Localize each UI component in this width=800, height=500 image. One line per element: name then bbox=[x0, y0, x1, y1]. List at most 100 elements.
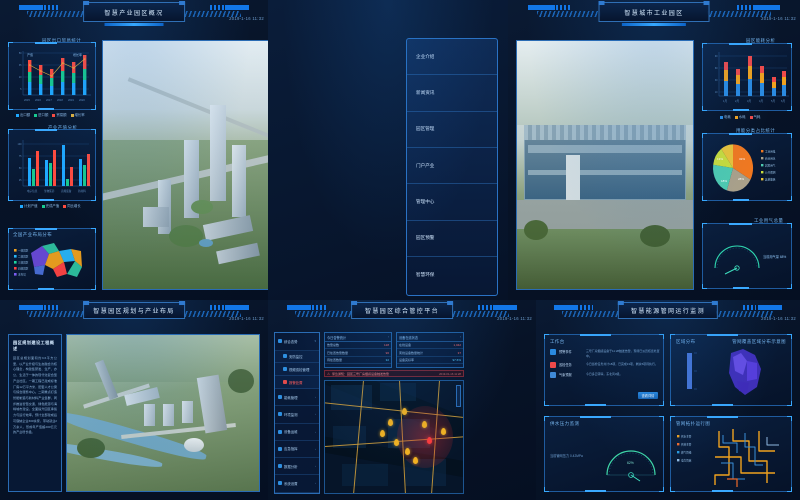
warning-icon: ⚠ bbox=[327, 371, 331, 376]
map-pin[interactable] bbox=[394, 439, 399, 447]
tree-item-6[interactable]: 设备运维 › bbox=[275, 424, 319, 441]
menu-label: 园区预警 bbox=[416, 235, 435, 241]
tree-item-1[interactable]: 安防监控 bbox=[275, 350, 319, 364]
header-underbar bbox=[621, 23, 687, 26]
s5-situation-map[interactable] bbox=[324, 380, 464, 494]
header-dash-right bbox=[182, 11, 242, 17]
table-row[interactable]: 告警总数 128 bbox=[325, 342, 391, 350]
tree-item-9[interactable]: 系统设置 › bbox=[275, 475, 319, 493]
tree-item-8[interactable]: 数据分析 › bbox=[275, 458, 319, 476]
screen-park-planning: 智慧园区规划与产业布局 2019-1-16 11:32 园区规划建设工程概述 园… bbox=[0, 300, 268, 500]
menu-item-0[interactable]: 企业介绍 bbox=[407, 39, 497, 76]
menu-item-3[interactable]: 门户产业 bbox=[407, 148, 497, 185]
header-hatch-right bbox=[737, 5, 752, 10]
tree-item-7[interactable]: 应急指挥 › bbox=[275, 441, 319, 459]
screen6-header: 智慧能源管网运行监测 2019-1-16 11:32 bbox=[536, 300, 800, 326]
video-icon bbox=[283, 367, 287, 372]
s1-aerial-photo bbox=[102, 40, 268, 290]
map-toolbar[interactable] bbox=[456, 385, 461, 407]
svg-text:二级园区: 二级园区 bbox=[18, 255, 29, 259]
legend-item: 增长率 bbox=[70, 112, 85, 117]
screen3-header: 智慧城市工业园区 2019-1-16 11:32 bbox=[508, 0, 800, 30]
s6-detail-button[interactable]: 查看详情 bbox=[638, 392, 658, 399]
svg-text:13%: 13% bbox=[717, 157, 723, 161]
table-row[interactable]: 待处置数量 32 bbox=[325, 357, 391, 365]
header-slab-left bbox=[286, 305, 311, 310]
more-icon[interactable]: › bbox=[387, 334, 389, 339]
map-pin[interactable] bbox=[413, 457, 419, 465]
table-row[interactable]: 已处置告警数量 96 bbox=[325, 349, 391, 357]
svg-text:增长率: 增长率 bbox=[73, 52, 82, 57]
header-slab-right bbox=[757, 305, 782, 310]
tree-item-4[interactable]: 能耗管理 › bbox=[275, 389, 319, 407]
screen1-title: 智慧产业园区概况 bbox=[104, 10, 164, 17]
svg-text:2016: 2016 bbox=[35, 98, 41, 102]
legend-item: 气耗 bbox=[749, 114, 760, 119]
header-slab-left bbox=[554, 305, 579, 310]
s2-nav-menu[interactable]: 企业介绍 新闻资讯 园区管理 门户产业 管理中心 园区预警 智慧环保 bbox=[406, 38, 498, 296]
s5-tree-menu[interactable]: 综合态势 ▾ 安防监控 视频巡检管理 报警处置 能耗管理 › 环境监测 › 设备… bbox=[274, 332, 320, 494]
ticker-time: 2019-01-16 11:28 bbox=[439, 371, 461, 376]
header-slab-left bbox=[18, 305, 43, 310]
header-hatch-left bbox=[556, 5, 571, 10]
chevron-right-icon: › bbox=[315, 429, 316, 434]
s6-notice-panel: 工作台 预警事件 三号厂房烟感设备于11:28触发告警，现场已派员核查处置中。 … bbox=[544, 334, 664, 406]
menu-item-4[interactable]: 管理中心 bbox=[407, 184, 497, 221]
svg-text:居民用气: 居民用气 bbox=[765, 163, 776, 167]
more-icon[interactable]: › bbox=[459, 334, 461, 339]
screen5-title: 智慧园区综合管控平台 bbox=[364, 309, 440, 315]
s4-description-panel: 园区规划建设工程概述 园区总规划面积约3.6平方公里，以产业升级与生态融合为核心… bbox=[8, 334, 62, 492]
tree-item-3[interactable]: 报警处置 bbox=[275, 376, 319, 389]
tree-item-0[interactable]: 综合态势 ▾ bbox=[275, 333, 319, 351]
screen-pipeline-monitor: 智慧能源管网运行监测 2019-1-16 11:32 工作台 预警事件 三号厂房… bbox=[536, 300, 800, 500]
s1-region-map-panel: 全国产业布局分布 一级园区 二级园区 三级园区 四级园区 未布局 bbox=[8, 228, 96, 290]
s5-alert-ticker[interactable]: ⚠ 紧急通知：园区三号厂房烟感设备触发告警 2019-01-16 11:28 bbox=[324, 370, 464, 377]
menu-item-6[interactable]: 智慧环保 bbox=[407, 257, 497, 293]
tree-item-2[interactable]: 视频巡检管理 bbox=[275, 363, 319, 377]
svg-text:2017: 2017 bbox=[46, 98, 52, 102]
header-hatch-left bbox=[579, 305, 593, 310]
screen5-title-plate: 智慧园区综合管控平台 bbox=[351, 301, 453, 319]
s6-notice-title: 工作台 bbox=[550, 339, 565, 344]
s1-bar-top-title: 园区出口贸易统计 bbox=[42, 38, 82, 43]
map-pin[interactable] bbox=[388, 419, 394, 427]
table-row[interactable]: 在线设备 1,042 bbox=[397, 342, 463, 350]
shield-icon bbox=[278, 446, 282, 451]
notice-row[interactable]: 巡检任务 今日巡检任务共计18项，已完成13项，剩余5项待执行。 bbox=[550, 362, 662, 369]
table-row[interactable]: 设备完好率 97.6% bbox=[397, 357, 463, 365]
chevron-right-icon: › bbox=[315, 446, 316, 451]
notice-row[interactable]: 气象预报 今日多云转晴，东北风3级。 bbox=[550, 372, 662, 379]
legend-item: 同比增长 bbox=[63, 203, 81, 208]
svg-text:25: 25 bbox=[19, 179, 22, 182]
menu-item-2[interactable]: 园区管理 bbox=[407, 112, 497, 149]
map-pin[interactable] bbox=[405, 448, 411, 456]
notice-row[interactable]: 预警事件 三号厂房烟感设备于11:28触发告警，现场已派员核查处置中。 bbox=[550, 349, 662, 358]
header-hatch-right bbox=[743, 305, 757, 310]
svg-text:100: 100 bbox=[18, 143, 23, 146]
map-pin-alert[interactable] bbox=[427, 437, 433, 444]
map-pin[interactable] bbox=[421, 421, 427, 429]
menu-item-1[interactable]: 新闻资讯 bbox=[407, 75, 497, 112]
header-underbar bbox=[104, 23, 164, 26]
map-pin[interactable] bbox=[440, 428, 446, 436]
screen1-header: 智慧产业园区概况 2019-1-16 11:32 bbox=[0, 0, 268, 30]
s6-gauge-value: 62% bbox=[627, 461, 634, 465]
s4-description-body: 园区总规划面积约3.6平方公里，以产业升级与生态融合为核心理念，构建集研发、生产… bbox=[13, 356, 58, 435]
screen5-header: 智慧园区综合管控平台 2019-1-16 11:32 bbox=[268, 300, 536, 326]
tree-item-5[interactable]: 环境监测 › bbox=[275, 406, 319, 424]
screen1-title-plate: 智慧产业园区概况 bbox=[83, 1, 185, 22]
s6-pressure-title: 供水压力监测 bbox=[550, 421, 580, 426]
chart-icon bbox=[278, 464, 282, 469]
map-pin[interactable] bbox=[402, 407, 408, 415]
svg-text:工业用电: 工业用电 bbox=[765, 149, 776, 153]
menu-label: 园区管理 bbox=[416, 126, 435, 132]
s3-pie-chart: 32% 28% 18% 13% 工业用电 商业用水 居民用气 公共照明 其他能耗 bbox=[713, 144, 776, 192]
s6-region-chart bbox=[687, 349, 761, 395]
menu-item-5[interactable]: 园区预警 bbox=[407, 221, 497, 258]
table-row[interactable]: 离线设备数量统计 37 bbox=[397, 349, 463, 357]
svg-text:三级园区: 三级园区 bbox=[18, 261, 29, 265]
map-pin[interactable] bbox=[380, 430, 386, 438]
header-hatch-right bbox=[210, 305, 224, 310]
svg-text:供热主管: 供热主管 bbox=[681, 442, 692, 446]
s5-device-status-list: 设备在线状态 › 在线设备 1,042 离线设备数量统计 37 设备完好率 97… bbox=[396, 332, 464, 368]
